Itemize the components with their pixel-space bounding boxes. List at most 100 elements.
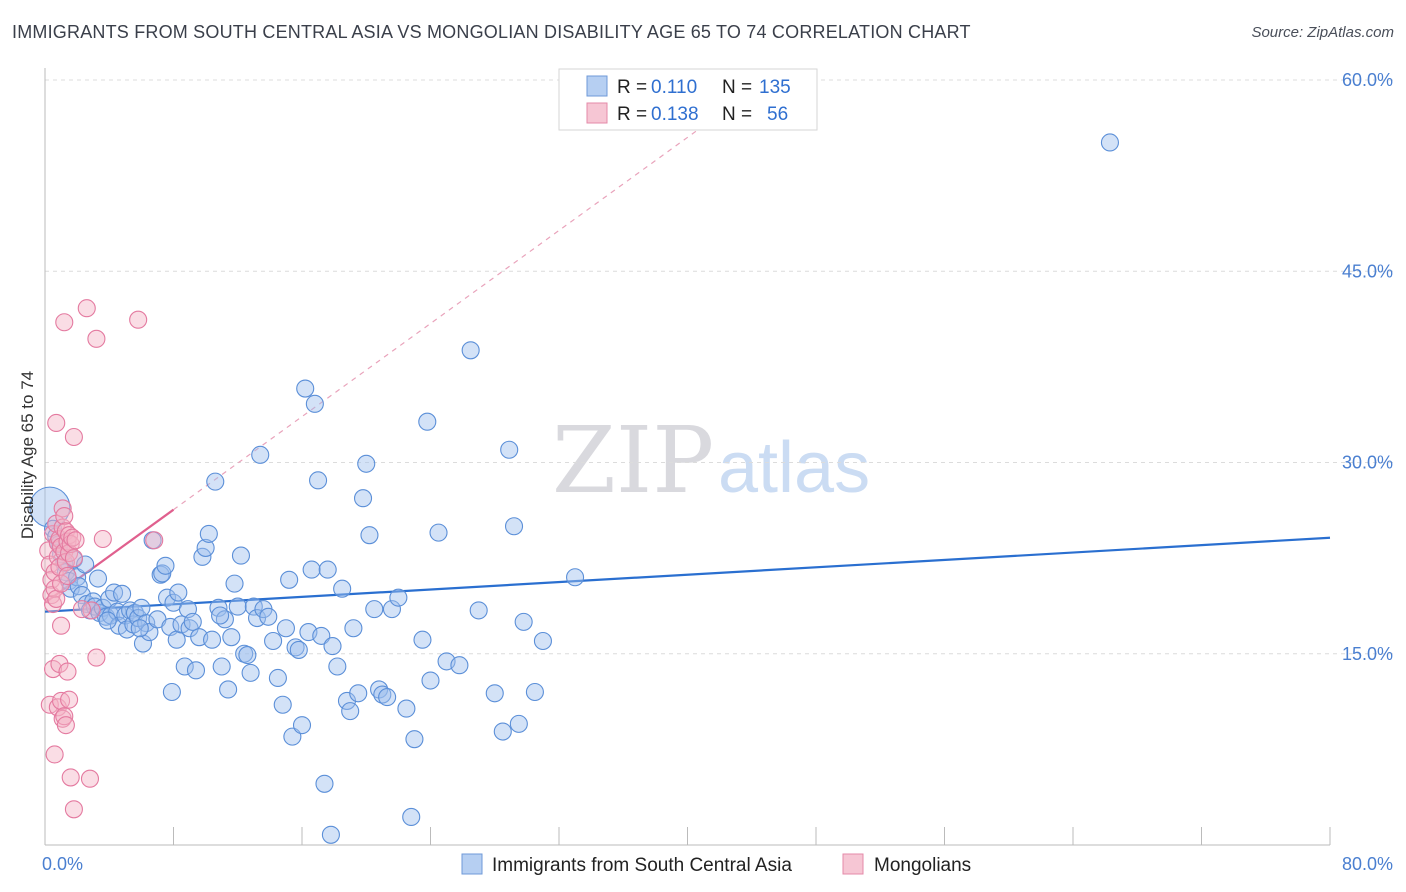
blue-point-85	[296, 379, 315, 398]
blue-point-134	[1100, 133, 1119, 152]
chart-title: IMMIGRANTS FROM SOUTH CENTRAL ASIA VS MO…	[12, 22, 971, 42]
pink-point-23	[58, 566, 77, 586]
blue-point-66	[228, 597, 247, 616]
blue-point-130	[98, 611, 117, 630]
series-label-immigrants: Immigrants from South Central Asia	[492, 855, 792, 876]
blue-point-122	[504, 517, 524, 536]
blue-point-67	[231, 546, 251, 565]
pink-point-44	[82, 601, 101, 620]
blue-point-0	[29, 486, 71, 528]
blue-point-97	[344, 619, 363, 638]
pink-point-9	[47, 589, 66, 608]
pink-point-37	[55, 707, 74, 726]
blue-point-99	[353, 489, 373, 508]
series-swatch-pink	[842, 853, 864, 875]
data-points	[29, 133, 1119, 844]
blue-point-129	[162, 682, 181, 702]
legend-n-value-2: 56	[767, 104, 788, 125]
pink-point-51	[55, 313, 74, 332]
blue-point-110	[405, 730, 424, 749]
blue-point-120	[493, 722, 512, 741]
series-legend: Immigrants from South Central Asia Mongo…	[461, 853, 971, 876]
blue-point-119	[485, 684, 504, 703]
blue-point-47	[169, 583, 188, 602]
blue-point-12	[72, 586, 91, 605]
blue-point-64	[222, 628, 241, 647]
pink-point-42	[64, 800, 83, 819]
pink-point-45	[72, 600, 91, 619]
blue-point-70	[241, 663, 260, 682]
blue-point-60	[209, 598, 228, 617]
blue-point-102	[365, 600, 384, 619]
blue-point-127	[566, 568, 585, 587]
blue-point-52	[183, 612, 202, 631]
blue-point-58	[203, 630, 222, 649]
blue-point-101	[360, 526, 379, 545]
blue-point-83	[289, 640, 308, 659]
blue-point-92	[318, 560, 337, 579]
blue-point-61	[212, 657, 231, 676]
pink-point-27	[63, 528, 82, 547]
gridlines	[45, 79, 1393, 655]
pink-point-28	[64, 549, 83, 568]
blue-point-133	[341, 702, 360, 721]
blue-point-37	[140, 623, 159, 642]
pink-point-55	[129, 310, 148, 329]
y-tick-label-2: 45.0%	[1342, 261, 1393, 281]
blue-point-88	[305, 394, 324, 413]
y-tick-label-0: 15.0%	[1342, 644, 1393, 664]
blue-point-123	[509, 714, 528, 733]
correlation-legend: R = 0.110 N = 135 R = 0.138 N = 56	[558, 68, 818, 131]
pink-point-32	[45, 745, 64, 764]
blue-point-90	[312, 626, 331, 645]
blue-point-108	[397, 699, 416, 718]
pink-point-41	[61, 768, 80, 787]
blue-point-91	[315, 774, 334, 793]
pink-point-54	[87, 329, 106, 348]
y-tick-label-3: 60.0%	[1342, 70, 1393, 90]
pink-point-39	[58, 662, 77, 681]
x-tick-label-1: 80.0%	[1342, 854, 1393, 874]
blue-point-78	[273, 695, 292, 714]
pink-point-53	[77, 299, 96, 318]
blue-point-121	[500, 440, 519, 459]
pink-point-49	[145, 531, 164, 550]
pink-point-50	[47, 413, 66, 433]
blue-point-93	[323, 637, 342, 656]
series-label-mongolians: Mongolians	[874, 855, 971, 876]
legend-r-value-1: 0.110	[651, 77, 697, 98]
y-axis-label: Disability Age 65 to 74	[18, 371, 37, 539]
source-credit: Source: ZipAtlas.com	[1251, 24, 1394, 41]
blue-point-124	[514, 612, 533, 631]
trend-extension-1	[173, 113, 720, 511]
blue-point-98	[349, 684, 368, 703]
blue-point-95	[333, 579, 352, 598]
blue-point-82	[286, 638, 305, 657]
blue-point-34	[132, 598, 151, 617]
blue-point-113	[421, 671, 440, 690]
blue-point-27	[113, 584, 132, 603]
blue-point-105	[378, 688, 397, 707]
pink-point-46	[87, 648, 106, 667]
blue-point-104	[373, 685, 392, 704]
pink-point-15	[52, 574, 71, 593]
legend-n-label-2: N =	[722, 104, 752, 125]
blue-point-114	[429, 523, 448, 542]
legend-r-label-1: R =	[617, 77, 647, 98]
blue-point-18	[88, 569, 108, 588]
blue-point-118	[469, 601, 488, 620]
legend-swatch-blue	[586, 75, 608, 97]
blue-point-116	[450, 656, 469, 675]
blue-point-56	[196, 538, 215, 557]
pink-point-52	[64, 427, 83, 447]
y-tick-label-1: 30.0%	[1342, 453, 1393, 473]
legend-r-label-2: R =	[617, 104, 647, 125]
pink-point-48	[93, 529, 112, 549]
watermark-atlas: atlas	[718, 428, 870, 508]
x-tick-label-0: 0.0%	[42, 854, 83, 874]
blue-point-73	[251, 445, 270, 464]
trend-lines	[44, 113, 1331, 613]
legend-n-value-1: 135	[759, 77, 791, 98]
watermark-zip: ZIP	[552, 407, 714, 514]
